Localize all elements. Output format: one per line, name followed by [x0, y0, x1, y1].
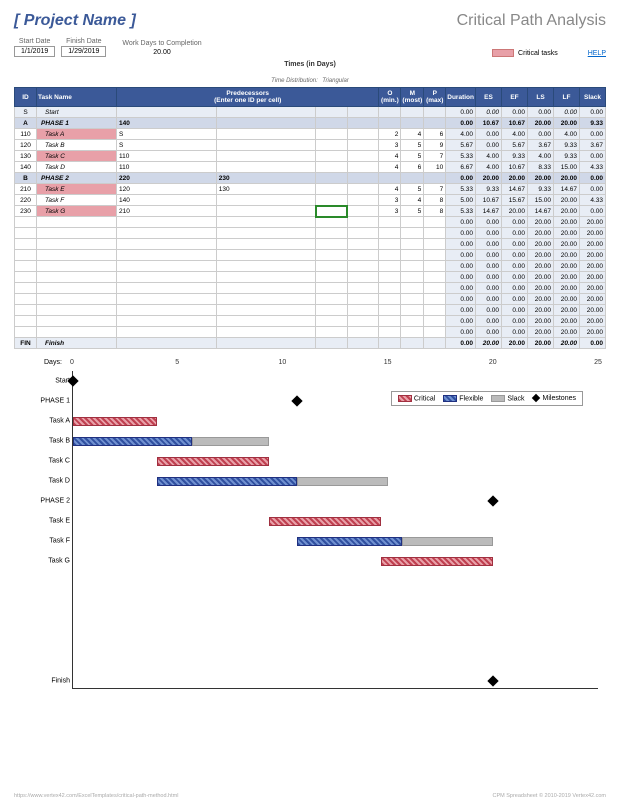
legend-flexible-swatch — [443, 395, 457, 402]
table-row[interactable]: 0.000.000.0020.0020.0020.00 — [15, 305, 606, 316]
table-row[interactable]: 0.000.000.0020.0020.0020.00 — [15, 327, 606, 338]
gantt-bar — [297, 477, 388, 486]
table-row[interactable]: 110Task AS2464.000.004.000.004.000.00 — [15, 129, 606, 140]
legend-critical: Critical — [414, 395, 435, 402]
dist-label: Time Distribution: — [271, 78, 318, 84]
table-row[interactable]: FINFinish0.0020.0020.0020.0020.000.00 — [15, 338, 606, 349]
table-row[interactable]: 0.000.000.0020.0020.0020.00 — [15, 239, 606, 250]
table-row[interactable]: 0.000.000.0020.0020.0020.00 — [15, 217, 606, 228]
table-row[interactable]: 0.000.000.0020.0020.0020.00 — [15, 250, 606, 261]
gantt-bar — [157, 477, 297, 486]
x-tick-label: 15 — [384, 359, 392, 366]
meta-bar: Start Date1/1/2019 Finish Date1/29/2019 … — [14, 38, 606, 57]
table-row[interactable]: 0.000.000.0020.0020.0020.00 — [15, 283, 606, 294]
critical-label: Critical tasks — [518, 50, 558, 57]
legend-milestone-icon — [531, 394, 539, 402]
table-row[interactable]: 230Task G2103585.3314.6720.0014.6720.000… — [15, 206, 606, 217]
workdays-value: 20.00 — [122, 48, 201, 57]
table-row[interactable]: APHASE 11400.0010.6710.6720.0020.009.33 — [15, 118, 606, 129]
gantt-bar — [297, 537, 402, 546]
table-row[interactable]: BPHASE 22202300.0020.0020.0020.0020.000.… — [15, 173, 606, 184]
table-row[interactable]: 120Task BS3595.670.005.673.679.333.67 — [15, 140, 606, 151]
footer: https://www.vertex42.com/ExcelTemplates/… — [14, 793, 606, 799]
table-row[interactable]: 0.000.000.0020.0020.0020.00 — [15, 228, 606, 239]
gantt-bar — [381, 557, 493, 566]
table-row[interactable]: 130Task C1104575.334.009.334.009.330.00 — [15, 151, 606, 162]
data-table: IDTask NamePredecessors(Enter one ID per… — [14, 87, 606, 349]
footer-copyright: CPM Spreadsheet © 2010-2019 Vertex42.com — [492, 793, 606, 799]
table-row[interactable]: 0.000.000.0020.0020.0020.00 — [15, 294, 606, 305]
table-row[interactable]: 220Task F1403485.0010.6715.6715.0020.004… — [15, 195, 606, 206]
help-link[interactable]: HELP — [588, 50, 606, 57]
gantt-bar — [402, 537, 493, 546]
y-axis-label: Task B — [49, 438, 70, 445]
x-tick-label: 25 — [594, 359, 602, 366]
gantt-bar — [269, 517, 381, 526]
y-axis-label: Task E — [49, 518, 70, 525]
x-tick-label: 0 — [70, 359, 74, 366]
finish-date-label: Finish Date — [61, 38, 106, 45]
days-label: Days: — [44, 359, 62, 366]
footer-url: https://www.vertex42.com/ExcelTemplates/… — [14, 793, 178, 799]
finish-date: 1/29/2019 — [61, 46, 106, 57]
milestone-marker — [291, 395, 302, 406]
y-axis-label: Finish — [51, 678, 70, 685]
start-date[interactable]: 1/1/2019 — [14, 46, 55, 57]
table-row[interactable]: 0.000.000.0020.0020.0020.00 — [15, 261, 606, 272]
critical-swatch — [492, 49, 514, 57]
legend-milestones: Milestones — [543, 395, 576, 402]
times-header: Times (in Days) — [14, 61, 606, 68]
table-row[interactable]: SStart0.000.000.000.000.000.00 — [15, 107, 606, 118]
table-row[interactable]: 0.000.000.0020.0020.0020.00 — [15, 316, 606, 327]
gantt-bar — [73, 437, 192, 446]
y-axis-label: PHASE 2 — [40, 498, 70, 505]
table-row[interactable]: 0.000.000.0020.0020.0020.00 — [15, 272, 606, 283]
milestone-marker — [487, 675, 498, 686]
start-date-label: Start Date — [14, 38, 55, 45]
workdays-label: Work Days to Completion — [122, 40, 201, 47]
y-axis-label: Task D — [49, 478, 70, 485]
y-axis-label: Task C — [49, 458, 70, 465]
x-tick-label: 10 — [278, 359, 286, 366]
legend-critical-swatch — [398, 395, 412, 402]
legend-slack: Slack — [507, 395, 524, 402]
page-title: Critical Path Analysis — [457, 12, 606, 30]
legend-flexible: Flexible — [459, 395, 483, 402]
y-axis-label: Task A — [49, 418, 70, 425]
y-axis-label: PHASE 1 — [40, 398, 70, 405]
project-name: [ Project Name ] — [14, 12, 136, 30]
gantt-bar — [157, 457, 269, 466]
table-row[interactable]: 140Task D11046106.674.0010.678.3315.004.… — [15, 162, 606, 173]
y-axis-label: Task F — [49, 538, 70, 545]
legend-slack-swatch — [491, 395, 505, 402]
chart-legend: Critical Flexible Slack Milestones — [391, 391, 583, 406]
y-axis-label: Task G — [48, 558, 70, 565]
y-axis-label: Start — [55, 378, 70, 385]
gantt-chart: Days: 0 5 10 15 20 25 Critical Flexible Slack… — [14, 359, 606, 709]
milestone-marker — [487, 495, 498, 506]
dist-value: Triangular — [322, 78, 349, 84]
x-tick-label: 5 — [175, 359, 179, 366]
gantt-bar — [192, 437, 269, 446]
gantt-bar — [73, 417, 157, 426]
table-row[interactable]: 210Task E1201304575.339.3314.679.3314.67… — [15, 184, 606, 195]
x-tick-label: 20 — [489, 359, 497, 366]
